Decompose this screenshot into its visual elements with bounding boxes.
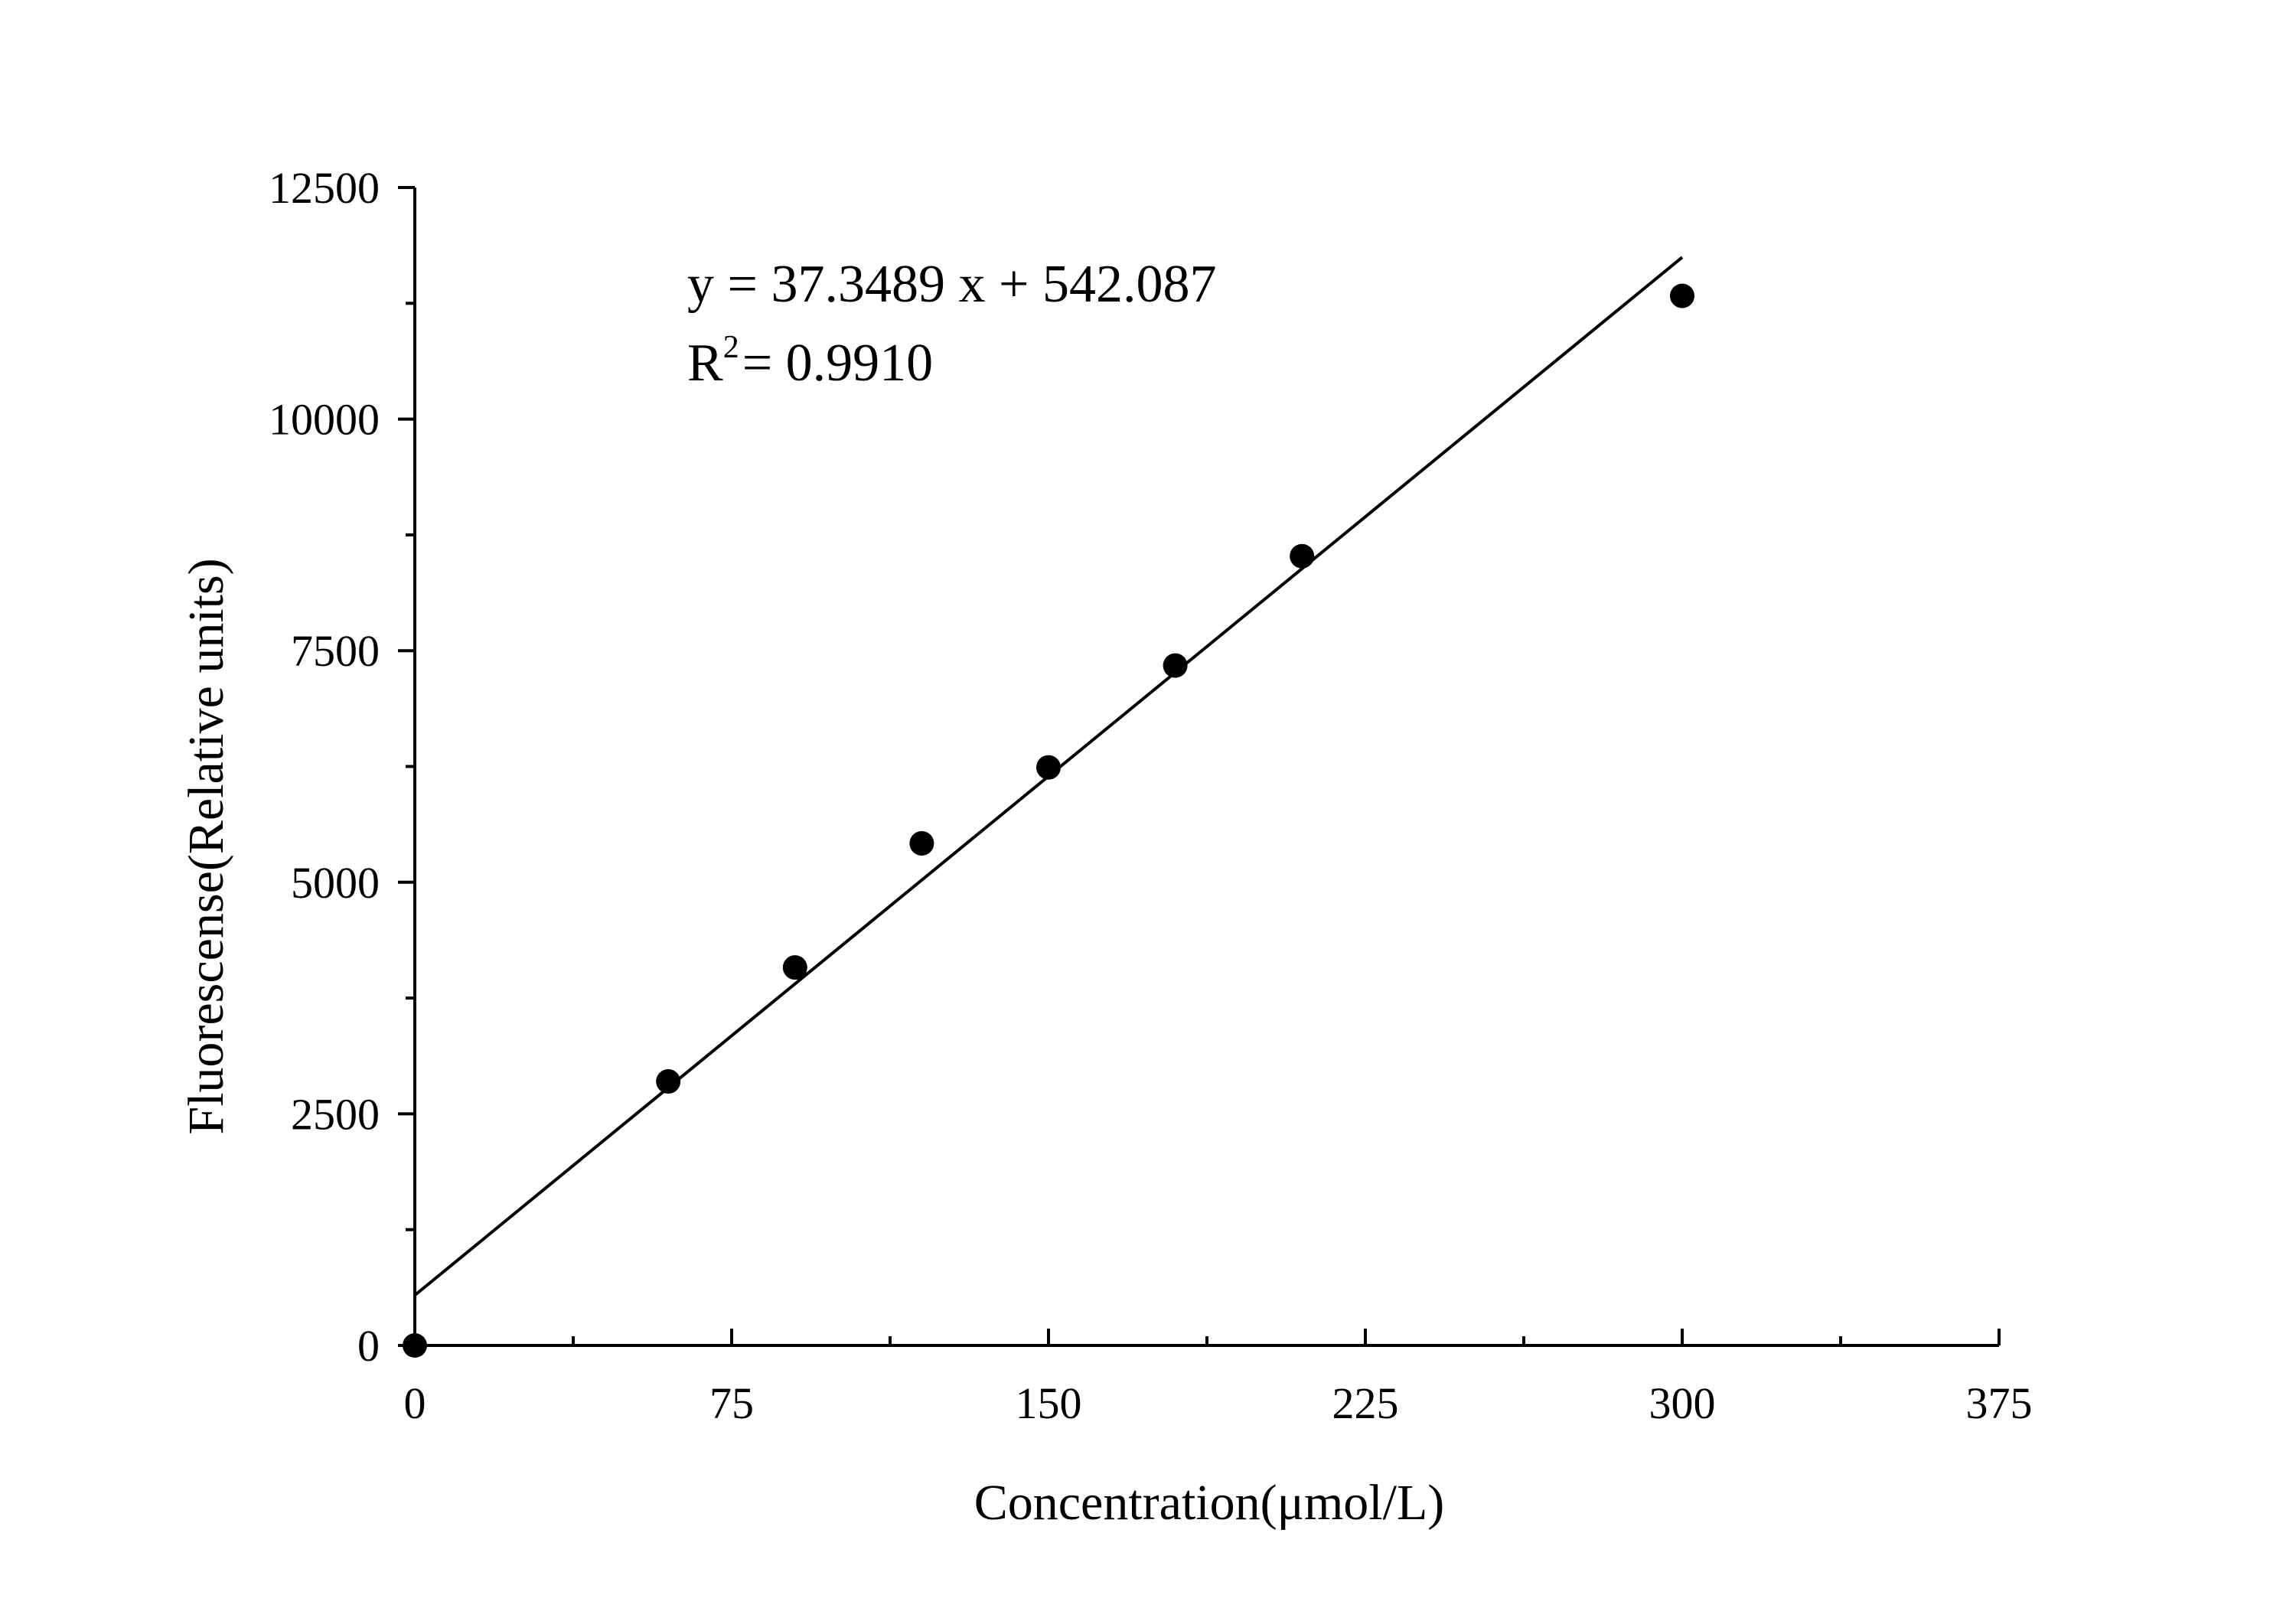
r-squared-superscript: 2 <box>723 330 739 365</box>
y-tick-label: 0 <box>357 1321 380 1371</box>
x-tick-label: 300 <box>1649 1378 1716 1428</box>
data-point <box>1670 283 1694 308</box>
axes <box>413 188 1999 1347</box>
y-tick-label: 2500 <box>291 1089 380 1139</box>
x-tick-label: 375 <box>1966 1378 2033 1428</box>
fit-equation: y = 37.3489 x + 542.087 <box>687 255 1216 314</box>
x-tick-label: 225 <box>1332 1378 1399 1428</box>
data-point <box>782 955 807 980</box>
y-axis-title: Fluorescense(Relative units) <box>178 558 234 1134</box>
data-point <box>909 830 934 856</box>
y-tick-label: 5000 <box>291 858 380 908</box>
x-tick-label: 150 <box>1016 1378 1082 1428</box>
y-tick-label: 7500 <box>291 626 380 676</box>
y-tick-label: 12500 <box>269 163 380 213</box>
r-squared-symbol: R <box>687 334 723 393</box>
x-tick-label: 0 <box>404 1378 426 1428</box>
axis-ticks: 0 75 150 225 300 375 0 2500 5000 7500 10000 12500 <box>269 163 2033 1428</box>
data-point <box>403 1333 427 1358</box>
data-point <box>1290 543 1315 569</box>
data-points <box>403 283 1694 1358</box>
data-point <box>1036 755 1061 780</box>
r-squared: R2= 0.9910 <box>687 330 933 393</box>
r-squared-value: = 0.9910 <box>742 334 933 393</box>
y-tick-label: 10000 <box>269 395 380 445</box>
x-axis-title: Concentration(μmol/L) <box>974 1475 1445 1531</box>
data-point <box>656 1069 681 1094</box>
data-point <box>1163 653 1188 678</box>
x-tick-label: 75 <box>709 1378 754 1428</box>
